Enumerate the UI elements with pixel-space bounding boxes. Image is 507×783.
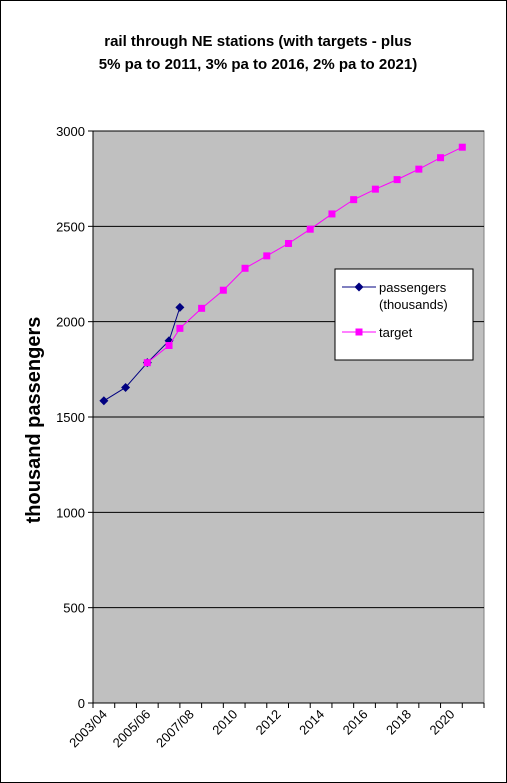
x-tick-label: 2018	[383, 707, 414, 738]
data-point	[165, 342, 173, 349]
y-tick-label: 2000	[56, 315, 85, 330]
y-tick-label: 1500	[56, 410, 85, 425]
data-point	[437, 154, 445, 162]
series-line	[146, 146, 463, 364]
data-point	[263, 252, 271, 260]
legend-label: (thousands)	[379, 297, 448, 312]
legend-label: target	[379, 325, 413, 340]
data-point	[393, 176, 401, 184]
chart-title-line-2: 5% pa to 2011, 3% pa to 2016, 2% pa to 2…	[99, 56, 417, 73]
data-point	[415, 165, 423, 173]
y-tick-label: 2500	[56, 219, 85, 234]
data-point	[350, 196, 358, 204]
x-tick-label: 2014	[296, 707, 327, 738]
data-point	[328, 210, 336, 218]
data-point	[176, 324, 184, 332]
x-tick-label: 2010	[209, 707, 240, 738]
data-point	[198, 304, 206, 312]
y-tick-label: 1000	[56, 505, 85, 520]
chart-title-line-1: rail through NE stations (with targets -…	[104, 33, 412, 50]
legend-swatch-marker	[355, 328, 363, 336]
data-point	[99, 396, 109, 406]
x-tick-label: 2003/04	[66, 707, 110, 751]
legend: passengers (thousands) target	[334, 268, 474, 361]
x-tick-labels: 2003/04 2005/06 2007/08 2010 2012 2014 2016 201…	[66, 707, 457, 751]
x-tick-label: 2020	[426, 707, 457, 738]
x-tick-label: 2005/06	[110, 707, 154, 751]
data-point	[219, 286, 227, 294]
y-tick-labels: 0 500 1000 1500 2000 2500 3000	[56, 124, 85, 711]
data-point	[143, 359, 151, 367]
y-tick-label: 0	[78, 696, 85, 711]
series-group	[99, 143, 466, 406]
data-point	[175, 302, 185, 312]
x-tick-label: 2016	[340, 707, 371, 738]
y-axis-label: thousand passengers	[23, 317, 45, 524]
axes	[92, 131, 485, 708]
data-point	[458, 143, 466, 151]
data-point	[285, 239, 292, 247]
data-point	[371, 185, 379, 193]
y-tick-label: 500	[63, 601, 85, 616]
x-tick-label: 2012	[253, 707, 284, 738]
legend-swatch-marker	[354, 282, 364, 292]
data-point	[121, 382, 131, 392]
data-point	[306, 225, 314, 233]
data-point	[241, 264, 249, 272]
legend-label: passengers	[379, 280, 447, 295]
x-tick-label: 2007/08	[153, 707, 197, 751]
series-target	[143, 143, 466, 367]
y-tick-label: 3000	[56, 124, 85, 139]
